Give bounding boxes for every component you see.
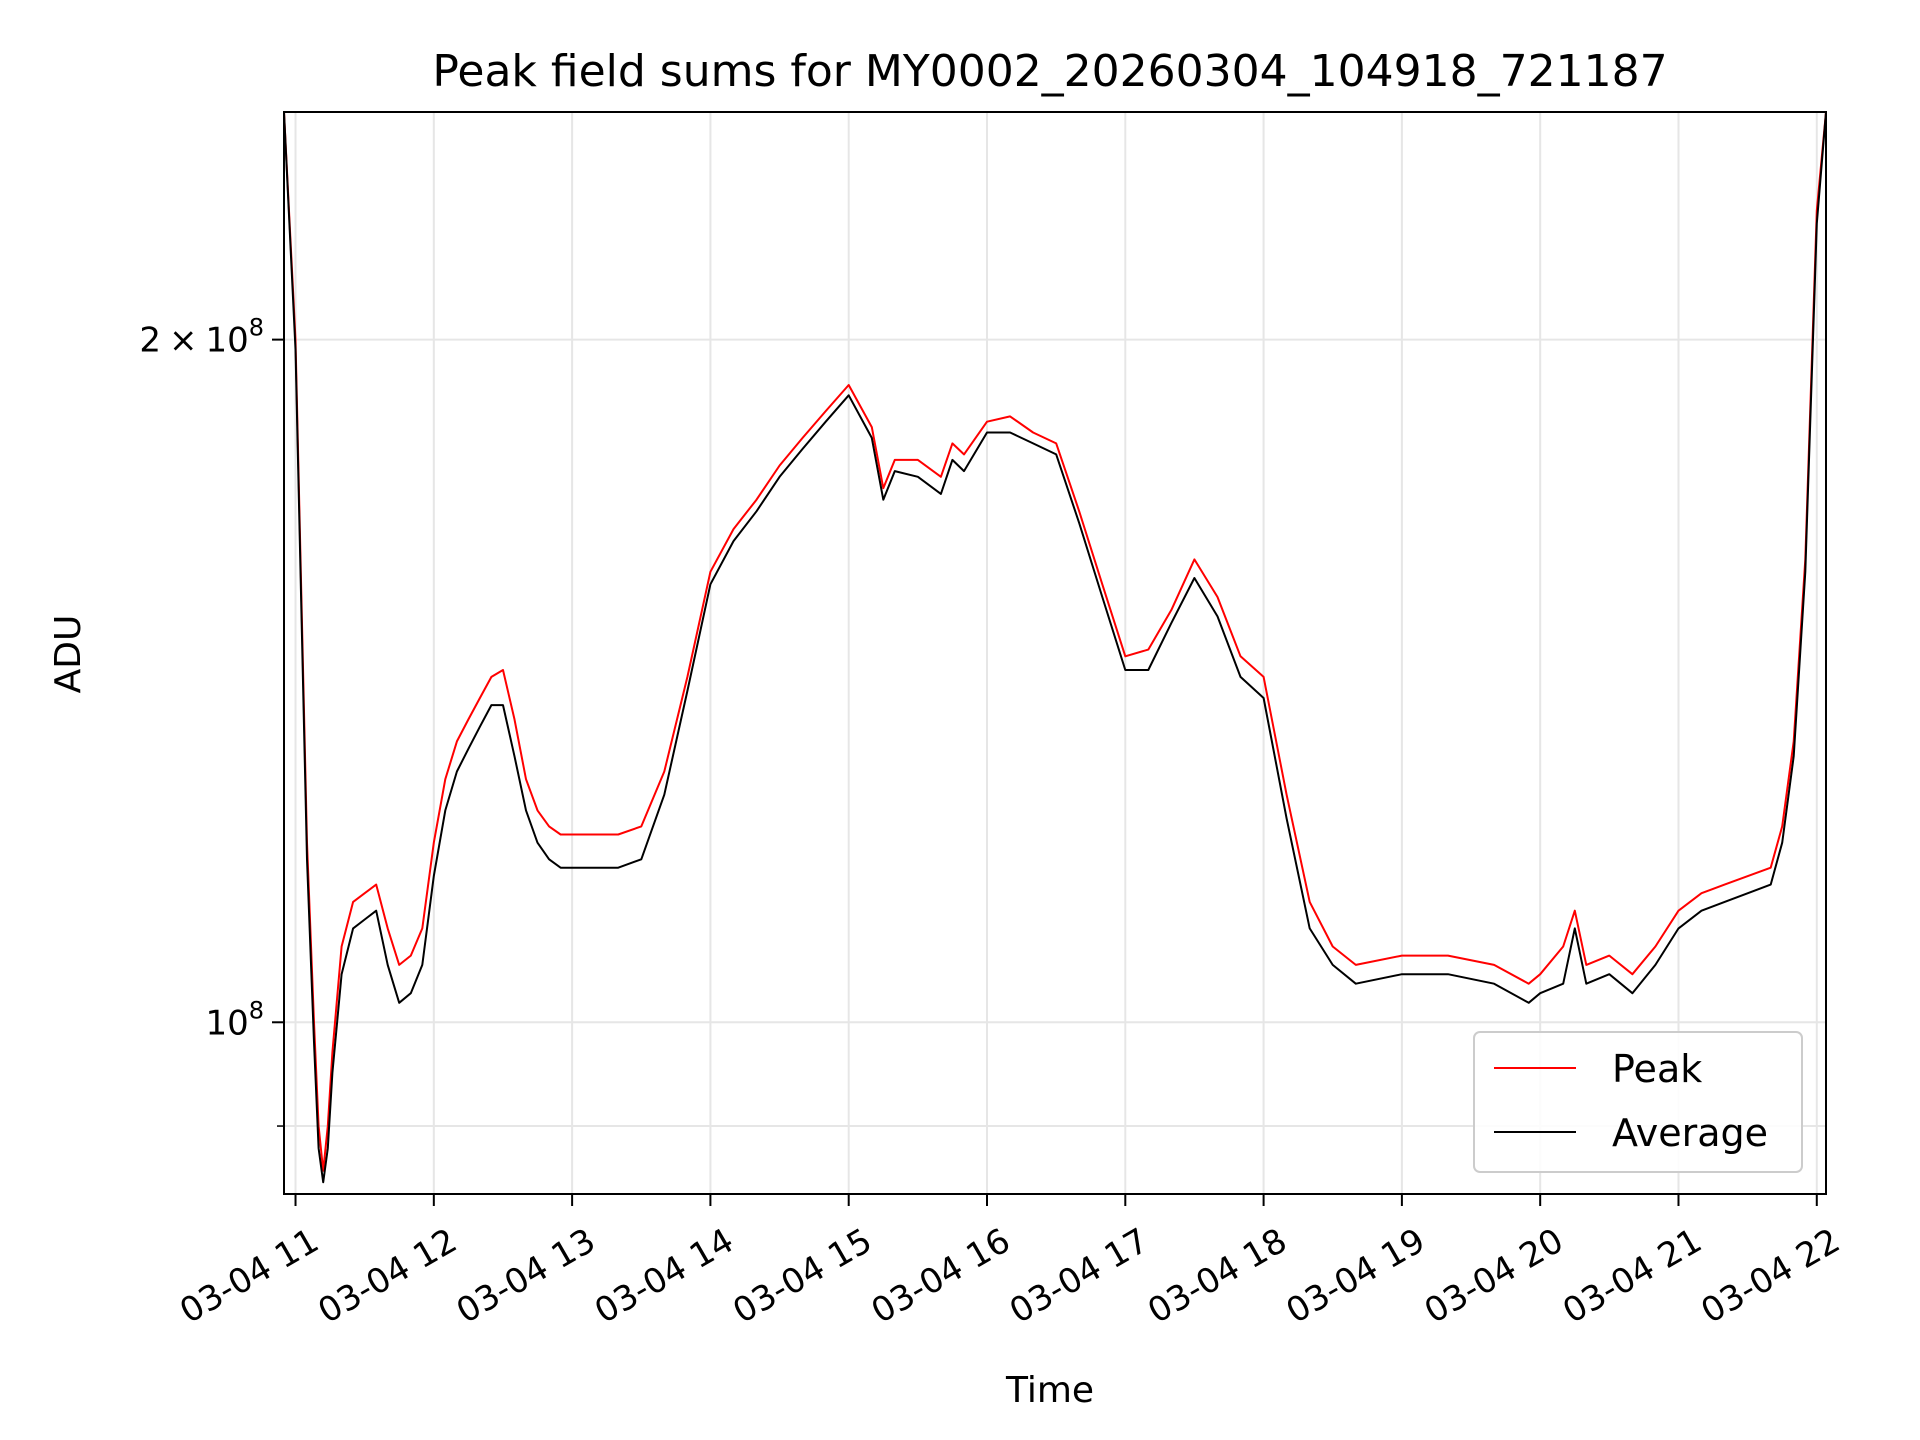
y-tick-label: 108 <box>205 996 264 1043</box>
y-tick-exponent: 8 <box>249 996 264 1024</box>
series-line-average <box>284 112 1826 1184</box>
y-tick-label: 2 × 108 <box>139 314 264 361</box>
y-tick-base: 10 <box>205 1003 248 1043</box>
y-axis-label: ADU <box>48 615 89 694</box>
y-tick-exponent: 8 <box>249 314 264 342</box>
series-lines <box>284 112 1826 1184</box>
y-tick-base: 10 <box>205 321 248 361</box>
x-axis-label: Time <box>1005 1370 1094 1411</box>
legend: Peak Average <box>1473 1031 1803 1173</box>
y-tick-times-sign: × <box>169 321 198 361</box>
legend-label-average: Average <box>1612 1111 1768 1155</box>
chart-title: Peak field sums for MY0002_20260304_1049… <box>432 46 1667 97</box>
y-tick-coefficient: 2 <box>139 321 161 361</box>
plot-area-frame <box>283 111 1827 1195</box>
grid-lines <box>284 112 1826 1194</box>
legend-label-peak: Peak <box>1612 1047 1702 1091</box>
series-line-peak <box>284 112 1826 1172</box>
